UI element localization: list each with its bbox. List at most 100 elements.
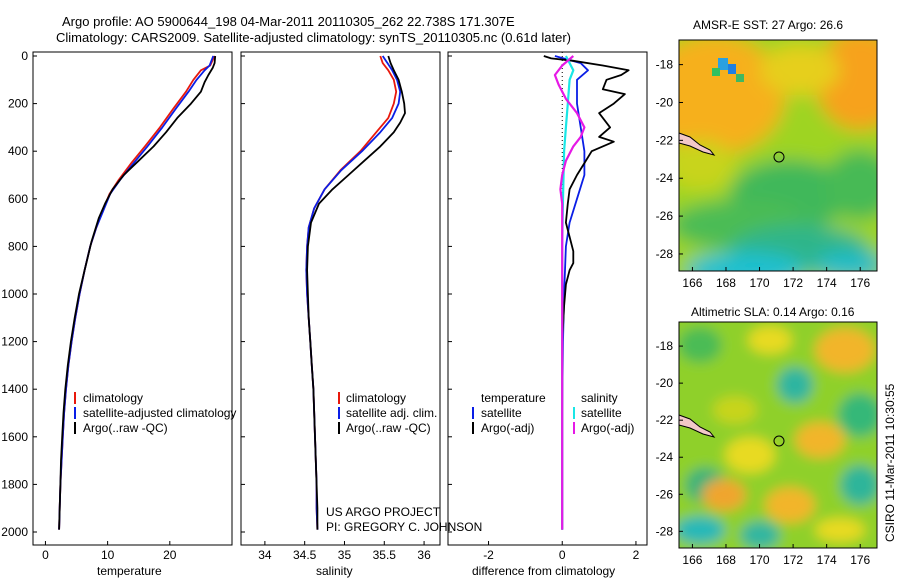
sla-map-title: Altimetric SLA: 0.14 Argo: 0.16	[691, 305, 855, 319]
temperature-x-axis: 0 10 20	[42, 541, 177, 562]
sla-field	[679, 322, 877, 548]
depth-tick-label: 1400	[1, 382, 28, 396]
temperature-axes-frame	[32, 51, 233, 546]
salinity-x-tick-label: 35.5	[373, 548, 397, 562]
legend-header-temperature: temperature	[481, 391, 546, 405]
sla-lat-label: -18	[656, 339, 674, 353]
salinity-series-satellite-adj-clim-	[305, 55, 402, 530]
sla-float-marker	[773, 435, 785, 447]
legend-label-sal-satellite: satellite	[581, 406, 622, 420]
sla-lon-label: 172	[783, 553, 803, 567]
sla-lat-label: -24	[656, 450, 674, 464]
temperature-x-tick-label: 0	[42, 548, 49, 562]
sla-landmass	[678, 414, 716, 438]
sst-lat-label: -26	[656, 209, 674, 223]
legend-label-satellite-adj: satellite adj. clim.	[346, 406, 437, 420]
header-line-1: Argo profile: AO 5900644_198 04-Mar-2011…	[62, 14, 515, 29]
sst-lat-label: -22	[656, 133, 674, 147]
temperature-series-satellite-adjusted-climatology	[58, 55, 215, 530]
sst-lon-label: 174	[817, 276, 837, 290]
salinity-x-tick-label: 35	[338, 548, 352, 562]
header-line-2: Climatology: CARS2009. Satellite-adjuste…	[56, 30, 571, 45]
salinity-legend: climatology satellite adj. clim. Argo(..…	[338, 391, 437, 435]
sst-map-frame	[678, 39, 878, 272]
difference-xlabel: difference from climatology	[472, 564, 615, 578]
difference-x-tick-label: 0	[559, 548, 566, 562]
sst-map-axes: 166 168 170 172 174 176 -18 -20 -22 -24 -26 -28	[656, 58, 871, 290]
difference-x-tick-label: 2	[633, 548, 640, 562]
sla-lat-label: -26	[656, 487, 674, 501]
sla-map: Altimetric SLA: 0.14 Argo: 0.16	[656, 305, 878, 567]
temperature-series-climatology	[58, 55, 216, 530]
sst-lon-label: 168	[716, 276, 736, 290]
temperature-panel: 0 200 400 600 800 1000 1200 1400 1600 1800 2000 0 1…	[1, 49, 452, 578]
depth-tick-label: 800	[8, 239, 28, 253]
sst-lon-label: 176	[850, 276, 870, 290]
depth-tick-label: 200	[8, 97, 28, 111]
timestamp: CSIRO 11-Mar-2011 10:30:55	[883, 383, 897, 542]
depth-tick-label: 1800	[1, 477, 28, 491]
depth-tick-label: 0	[21, 49, 28, 63]
difference-series	[543, 55, 630, 530]
salinity-series-climatology	[305, 55, 398, 530]
legend-label-sal-argo: Argo(-adj)	[581, 421, 634, 435]
sla-lon-label: 168	[716, 553, 736, 567]
salinity-xlabel: salinity	[316, 564, 353, 578]
salinity-axes-frame	[240, 51, 441, 546]
sla-lat-label: -20	[656, 376, 674, 390]
sst-lon-label: 170	[750, 276, 770, 290]
sst-lat-label: -24	[656, 171, 674, 185]
sla-map-frame	[678, 321, 878, 549]
depth-tick-label: 1600	[1, 430, 28, 444]
temperature-x-tick-label: 10	[101, 548, 115, 562]
salinity-x-tick-label: 34	[258, 548, 272, 562]
legend-label-argo: Argo(..raw -QC)	[346, 421, 431, 435]
temperature-series	[58, 55, 217, 530]
sla-map-axes: 166 168 170 172 174 176 -18 -20 -22 -24 -26 -28	[656, 339, 871, 567]
legend-label-argo: Argo(..raw -QC)	[83, 421, 168, 435]
sst-lat-label: -20	[656, 95, 674, 109]
depth-axis: 0 200 400 600 800 1000 1200 1400 1600 1800 2000	[1, 49, 452, 539]
sst-lat-label: -28	[656, 247, 674, 261]
salinity-series	[305, 55, 406, 530]
salinity-x-tick-label: 34.5	[293, 548, 317, 562]
difference-axes-frame	[447, 51, 648, 546]
salinity-series-argo-raw-qc-	[306, 55, 406, 530]
salinity-x-axis: 34 34.5 35 35.5 36	[258, 541, 431, 562]
sst-lon-label: 172	[783, 276, 803, 290]
temperature-x-tick-label: 20	[163, 548, 177, 562]
difference-series-salinity-argo-adj-	[553, 55, 586, 530]
sla-lat-label: -28	[656, 524, 674, 538]
legend-header-salinity: salinity	[581, 391, 618, 405]
depth-tick-label: 600	[8, 192, 28, 206]
sst-lon-label: 166	[682, 276, 702, 290]
legend-label-temp-satellite: satellite	[481, 406, 522, 420]
credit-project: US ARGO PROJECT	[326, 505, 441, 519]
salinity-x-tick-label: 36	[417, 548, 431, 562]
sla-lon-label: 174	[817, 553, 837, 567]
difference-series-temperature-argo-adj-	[543, 55, 630, 530]
sst-lat-label: -18	[656, 58, 674, 72]
difference-x-tick-label: -2	[483, 548, 494, 562]
legend-label-climatology: climatology	[83, 391, 143, 405]
sla-lon-label: 170	[750, 553, 770, 567]
sst-map-title: AMSR-E SST: 27 Argo: 26.6	[693, 18, 843, 32]
depth-tick-label: 400	[8, 144, 28, 158]
difference-legend: temperature satellite Argo(-adj) salinit…	[472, 391, 634, 435]
sla-lon-label: 166	[682, 553, 702, 567]
legend-label-temp-argo: Argo(-adj)	[481, 421, 534, 435]
sst-map: AMSR-E SST: 27 Argo: 26.6 166 1	[656, 18, 878, 290]
depth-tick-label: 1000	[1, 287, 28, 301]
legend-label-climatology: climatology	[346, 391, 406, 405]
sst-field	[679, 40, 877, 271]
sst-float-marker	[773, 151, 785, 163]
temperature-xlabel: temperature	[97, 564, 162, 578]
salinity-panel: 34 34.5 35 35.5 36 salinity climatology sate…	[240, 51, 482, 578]
temperature-series-argo-raw-qc-	[58, 55, 217, 530]
depth-tick-label: 2000	[1, 525, 28, 539]
depth-tick-label: 1200	[1, 335, 28, 349]
sla-lon-label: 176	[850, 553, 870, 567]
sla-lat-label: -22	[656, 413, 674, 427]
legend-label-satellite-adjusted: satellite-adjusted climatology	[83, 406, 236, 420]
